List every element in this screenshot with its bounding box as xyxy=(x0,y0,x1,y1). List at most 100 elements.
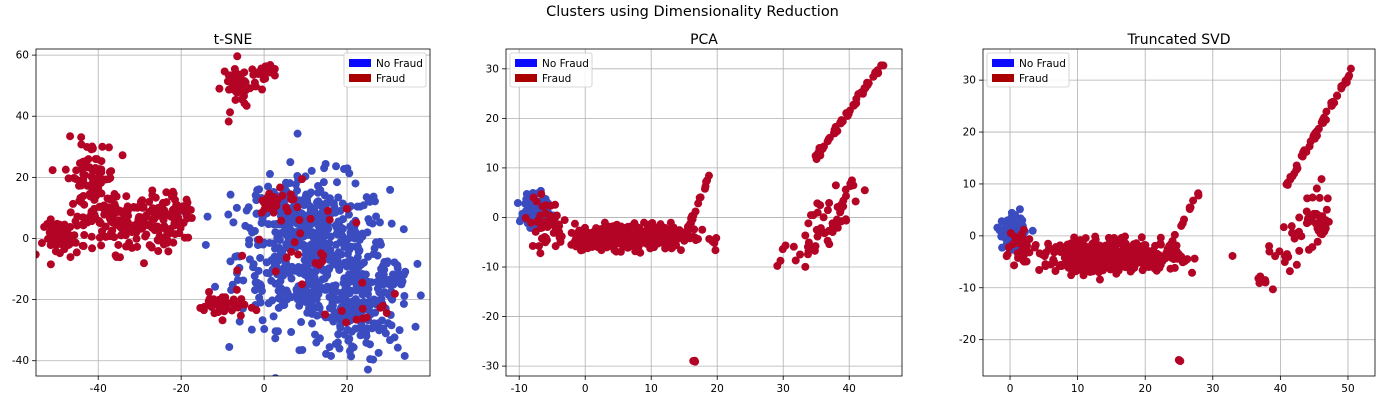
scatter-point xyxy=(1327,98,1336,107)
scatter-point xyxy=(358,278,367,287)
legend-label: No Fraud xyxy=(376,58,423,70)
scatter-point xyxy=(130,203,139,212)
scatter-point xyxy=(533,217,542,226)
scatter-point xyxy=(226,190,235,199)
scatter-point xyxy=(541,209,550,218)
scatter-point xyxy=(117,231,126,240)
scatter-point xyxy=(1121,251,1130,260)
scatter-point xyxy=(239,85,248,94)
scatter-point xyxy=(255,235,264,244)
scatter-point xyxy=(346,222,355,231)
legend-label: Fraud xyxy=(542,73,571,85)
scatter-point xyxy=(297,318,306,327)
scatter-point xyxy=(334,262,343,271)
scatter-point xyxy=(75,181,84,190)
scatter-point xyxy=(258,196,267,205)
scatter-point xyxy=(400,351,409,360)
scatter-point xyxy=(112,206,121,215)
x-tick-label: 50 xyxy=(1341,383,1354,395)
scatter-point xyxy=(36,250,40,259)
scatter-point xyxy=(114,240,123,249)
scatter-point xyxy=(247,325,256,334)
scatter-point xyxy=(270,65,279,74)
scatter-point xyxy=(241,221,250,230)
scatter-point xyxy=(363,365,372,374)
scatter-point xyxy=(155,225,164,234)
scatter-point xyxy=(347,304,356,313)
scatter-point xyxy=(287,328,296,337)
scatter-point xyxy=(302,248,311,257)
scatter-point xyxy=(1295,213,1304,222)
scatter-point xyxy=(1142,261,1151,270)
scatter-point xyxy=(1035,249,1044,258)
scatter-point xyxy=(283,289,292,298)
scatter-point xyxy=(90,210,99,219)
scatter-point xyxy=(813,208,822,217)
y-tick-label: -20 xyxy=(12,294,29,306)
scatter-point xyxy=(111,251,120,260)
scatter-point xyxy=(698,225,707,234)
scatter-point xyxy=(334,193,343,202)
scatter-point xyxy=(1188,268,1197,277)
scatter-point xyxy=(287,247,296,256)
scatter-point xyxy=(287,263,296,272)
scatter-point xyxy=(98,142,107,151)
scatter-point xyxy=(1255,279,1264,288)
scatter-point xyxy=(347,327,356,336)
scatter-point xyxy=(1228,251,1237,260)
scatter-point xyxy=(95,233,104,242)
axes-title: t-SNE xyxy=(214,32,253,48)
scatter-point xyxy=(44,234,53,243)
scatter-point xyxy=(286,158,295,167)
scatter-point xyxy=(778,245,787,254)
scatter-point xyxy=(362,287,371,296)
scatter-point xyxy=(94,183,103,192)
scatter-point xyxy=(612,236,621,245)
scatter-point xyxy=(269,208,278,217)
scatter-point xyxy=(91,154,100,163)
scatter-point xyxy=(1013,249,1022,258)
scatter-point xyxy=(258,68,267,77)
scatter-point xyxy=(601,234,610,243)
scatter-point xyxy=(276,291,285,300)
x-tick-label: 20 xyxy=(1139,383,1152,395)
scatter-point xyxy=(83,181,92,190)
scatter-point xyxy=(284,215,293,224)
scatter-point xyxy=(276,249,285,258)
scatter-point xyxy=(270,244,279,253)
scatter-point xyxy=(77,133,86,142)
scatter-point xyxy=(255,185,264,194)
scatter-point xyxy=(311,266,320,275)
scatter-point xyxy=(695,193,704,202)
scatter-point xyxy=(860,186,869,195)
scatter-point xyxy=(1302,207,1311,216)
scatter-point xyxy=(691,233,700,242)
scatter-point xyxy=(69,199,78,208)
scatter-point xyxy=(46,215,55,224)
scatter-point xyxy=(256,253,265,262)
scatter-point xyxy=(224,71,233,80)
scatter-point xyxy=(334,330,343,339)
scatter-point xyxy=(1180,215,1189,224)
scatter-point xyxy=(315,334,324,343)
scatter-point xyxy=(357,260,366,269)
y-tick-label: 0 xyxy=(969,230,976,242)
scatter-point xyxy=(556,237,565,246)
scatter-point xyxy=(132,234,141,243)
scatter-point xyxy=(1285,267,1294,276)
scatter-point xyxy=(575,242,584,251)
scatter-point xyxy=(630,221,639,230)
scatter-point xyxy=(1321,224,1330,233)
scatter-point xyxy=(330,307,339,316)
scatter-point xyxy=(117,218,126,227)
scatter-point xyxy=(1319,116,1328,125)
panel-0: -40 -20 0 20 -40 -20 0 20 40 60 t-SNE No Fraud Fraud xyxy=(12,32,431,395)
scatter-point xyxy=(334,248,343,257)
scatter-point xyxy=(1315,193,1324,202)
scatter-point xyxy=(296,229,305,238)
scatter-point xyxy=(416,291,425,300)
scatter-point xyxy=(825,240,834,249)
scatter-point xyxy=(122,242,131,251)
scatter-point xyxy=(1302,219,1311,228)
scatter-point xyxy=(1333,91,1342,100)
